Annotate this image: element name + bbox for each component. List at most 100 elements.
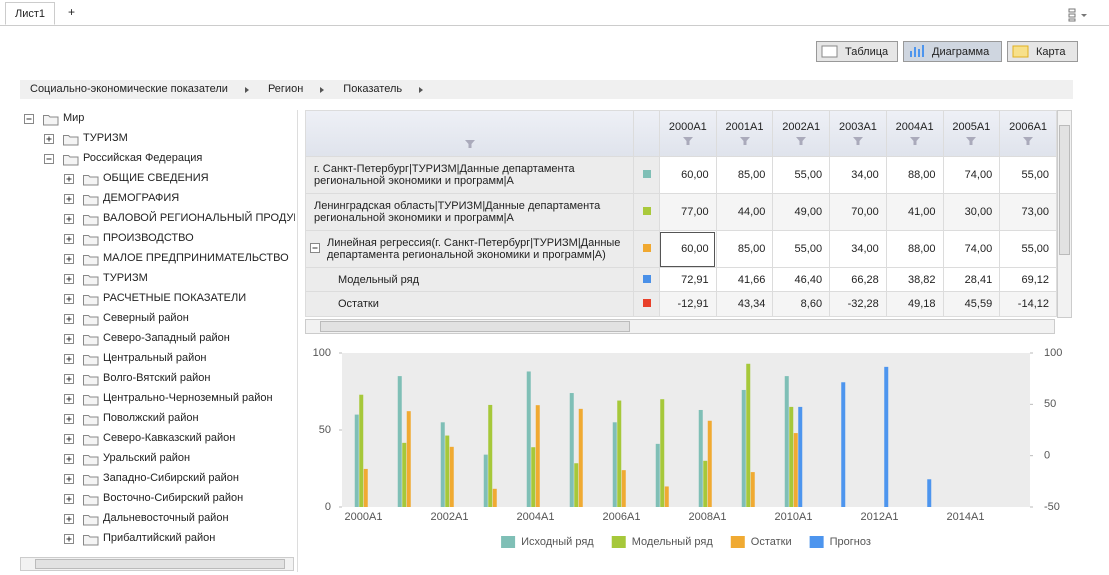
tree-toggle[interactable] xyxy=(64,414,75,425)
value-cell[interactable]: 49,18 xyxy=(885,291,944,317)
value-cell[interactable]: 60,00 xyxy=(658,156,717,194)
value-cell[interactable]: 72,91 xyxy=(658,267,717,292)
legend-item[interactable]: Прогноз xyxy=(809,536,871,548)
add-tab[interactable]: + xyxy=(68,5,76,19)
legend-item[interactable]: Модельный ряд xyxy=(611,536,714,548)
tree-toggle[interactable] xyxy=(64,514,75,525)
filter-icon[interactable] xyxy=(1023,137,1034,145)
tree-toggle[interactable] xyxy=(64,194,75,205)
value-cell[interactable]: 55,00 xyxy=(999,230,1057,268)
value-cell[interactable]: 41,66 xyxy=(715,267,774,292)
tree-toggle[interactable] xyxy=(64,314,75,325)
tree-label[interactable]: ВАЛОВОЙ РЕГИОНАЛЬНЫЙ ПРОДУКТ xyxy=(103,212,295,224)
tree-toggle[interactable] xyxy=(64,294,75,305)
tree-scrollbar[interactable] xyxy=(20,557,294,571)
tree-label[interactable]: ОБЩИЕ СВЕДЕНИЯ xyxy=(103,172,209,184)
value-cell[interactable]: 38,82 xyxy=(885,267,944,292)
value-cell[interactable]: 77,00 xyxy=(658,193,717,231)
tree-label[interactable]: ТУРИЗМ xyxy=(103,272,148,284)
tree-label[interactable]: Восточно-Сибирский район xyxy=(103,492,244,504)
table-hscroll[interactable] xyxy=(305,319,1055,334)
tree-toggle[interactable] xyxy=(64,454,75,465)
value-cell[interactable]: 28,41 xyxy=(942,267,1001,292)
tree-toggle[interactable] xyxy=(44,154,55,165)
tree-label[interactable]: Северный район xyxy=(103,312,189,324)
tree-label[interactable]: Центральный район xyxy=(103,352,207,364)
filter-icon[interactable] xyxy=(464,140,475,148)
table-vscroll[interactable] xyxy=(1057,110,1072,318)
column-header[interactable]: 2000A1 xyxy=(658,110,717,157)
filter-icon[interactable] xyxy=(966,137,977,145)
scroll-thumb[interactable] xyxy=(35,559,285,569)
tree-label[interactable]: МАЛОЕ ПРЕДПРИНИМАТЕЛЬСТВО xyxy=(103,252,289,264)
column-header[interactable]: 2004A1 xyxy=(885,110,944,157)
tree-label[interactable]: Волго-Вятский район xyxy=(103,372,211,384)
tree-toggle[interactable] xyxy=(64,234,75,245)
value-cell[interactable]: 74,00 xyxy=(942,230,1001,268)
tree-label[interactable]: Прибалтийский район xyxy=(103,532,216,544)
tree-toggle[interactable] xyxy=(64,374,75,385)
toolbar-button[interactable]: Карта xyxy=(1007,41,1078,62)
value-cell[interactable]: 30,00 xyxy=(942,193,1001,231)
tree-label[interactable]: Северо-Кавказский район xyxy=(103,432,236,444)
tree-label[interactable]: РАСЧЕТНЫЕ ПОКАЗАТЕЛИ xyxy=(103,292,247,304)
row-toggle[interactable] xyxy=(310,243,321,254)
value-cell[interactable]: 55,00 xyxy=(772,230,831,268)
value-cell[interactable]: 70,00 xyxy=(829,193,887,231)
column-header[interactable]: 2003A1 xyxy=(829,110,887,157)
tree-toggle[interactable] xyxy=(64,534,75,545)
value-cell[interactable]: 85,00 xyxy=(715,156,774,194)
filter-icon[interactable] xyxy=(852,137,863,145)
value-cell[interactable]: 60,00 xyxy=(658,230,717,268)
value-cell[interactable]: 88,00 xyxy=(885,230,944,268)
value-cell[interactable]: 74,00 xyxy=(942,156,1001,194)
tree-label[interactable]: Российская Федерация xyxy=(83,152,203,164)
legend-item[interactable]: Остатки xyxy=(730,536,792,548)
value-cell[interactable]: 45,59 xyxy=(942,291,1001,317)
value-cell[interactable]: 55,00 xyxy=(999,156,1057,194)
value-cell[interactable]: 43,34 xyxy=(715,291,774,317)
value-cell[interactable]: 69,12 xyxy=(999,267,1057,292)
toolbar-button[interactable]: Диаграмма xyxy=(903,41,1002,62)
value-cell[interactable]: 73,00 xyxy=(999,193,1057,231)
tree-toggle[interactable] xyxy=(44,134,55,145)
tree-label[interactable]: ПРОИЗВОДСТВО xyxy=(103,232,194,244)
value-cell[interactable]: 49,00 xyxy=(772,193,831,231)
filter-icon[interactable] xyxy=(739,137,750,145)
value-cell[interactable]: 34,00 xyxy=(829,230,887,268)
breadcrumb-item[interactable]: Показатель xyxy=(343,83,403,95)
value-cell[interactable]: 44,00 xyxy=(715,193,774,231)
tree-toggle[interactable] xyxy=(64,174,75,185)
value-cell[interactable]: 66,28 xyxy=(829,267,887,292)
tree-label[interactable]: Северо-Западный район xyxy=(103,332,230,344)
breadcrumb-item[interactable]: Регион xyxy=(267,83,304,95)
column-header[interactable]: 2005A1 xyxy=(942,110,1001,157)
tree-toggle[interactable] xyxy=(64,354,75,365)
tree-toggle[interactable] xyxy=(64,474,75,485)
column-header[interactable]: 2006A1 xyxy=(999,110,1057,157)
scroll-thumb[interactable] xyxy=(320,321,630,332)
tree-label[interactable]: Дальневосточный район xyxy=(103,512,229,524)
tree-toggle[interactable] xyxy=(64,434,75,445)
column-header[interactable]: 2001A1 xyxy=(715,110,774,157)
tree-label[interactable]: Центрально-Черноземный район xyxy=(103,392,273,404)
tab[interactable]: Лист1 xyxy=(5,2,55,25)
tree-toggle[interactable] xyxy=(24,114,35,125)
value-cell[interactable]: -12,91 xyxy=(658,291,717,317)
tree-toggle[interactable] xyxy=(64,394,75,405)
tree-label[interactable]: ТУРИЗМ xyxy=(83,132,128,144)
filter-icon[interactable] xyxy=(682,137,693,145)
filter-icon[interactable] xyxy=(909,137,920,145)
breadcrumb-item[interactable]: Социально-экономические показатели xyxy=(30,83,228,95)
value-cell[interactable]: 34,00 xyxy=(829,156,887,194)
tree-label[interactable]: ДЕМОГРАФИЯ xyxy=(103,192,180,204)
tree-toggle[interactable] xyxy=(64,494,75,505)
tree-toggle[interactable] xyxy=(64,274,75,285)
tree-label[interactable]: Западно-Сибирский район xyxy=(103,472,239,484)
menu-icon[interactable] xyxy=(1068,8,1087,22)
column-header[interactable]: 2002A1 xyxy=(772,110,831,157)
tree-label[interactable]: Уральский район xyxy=(103,452,191,464)
value-cell[interactable]: 46,40 xyxy=(772,267,831,292)
tree-label[interactable]: Мир xyxy=(63,112,85,124)
tree-toggle[interactable] xyxy=(64,214,75,225)
